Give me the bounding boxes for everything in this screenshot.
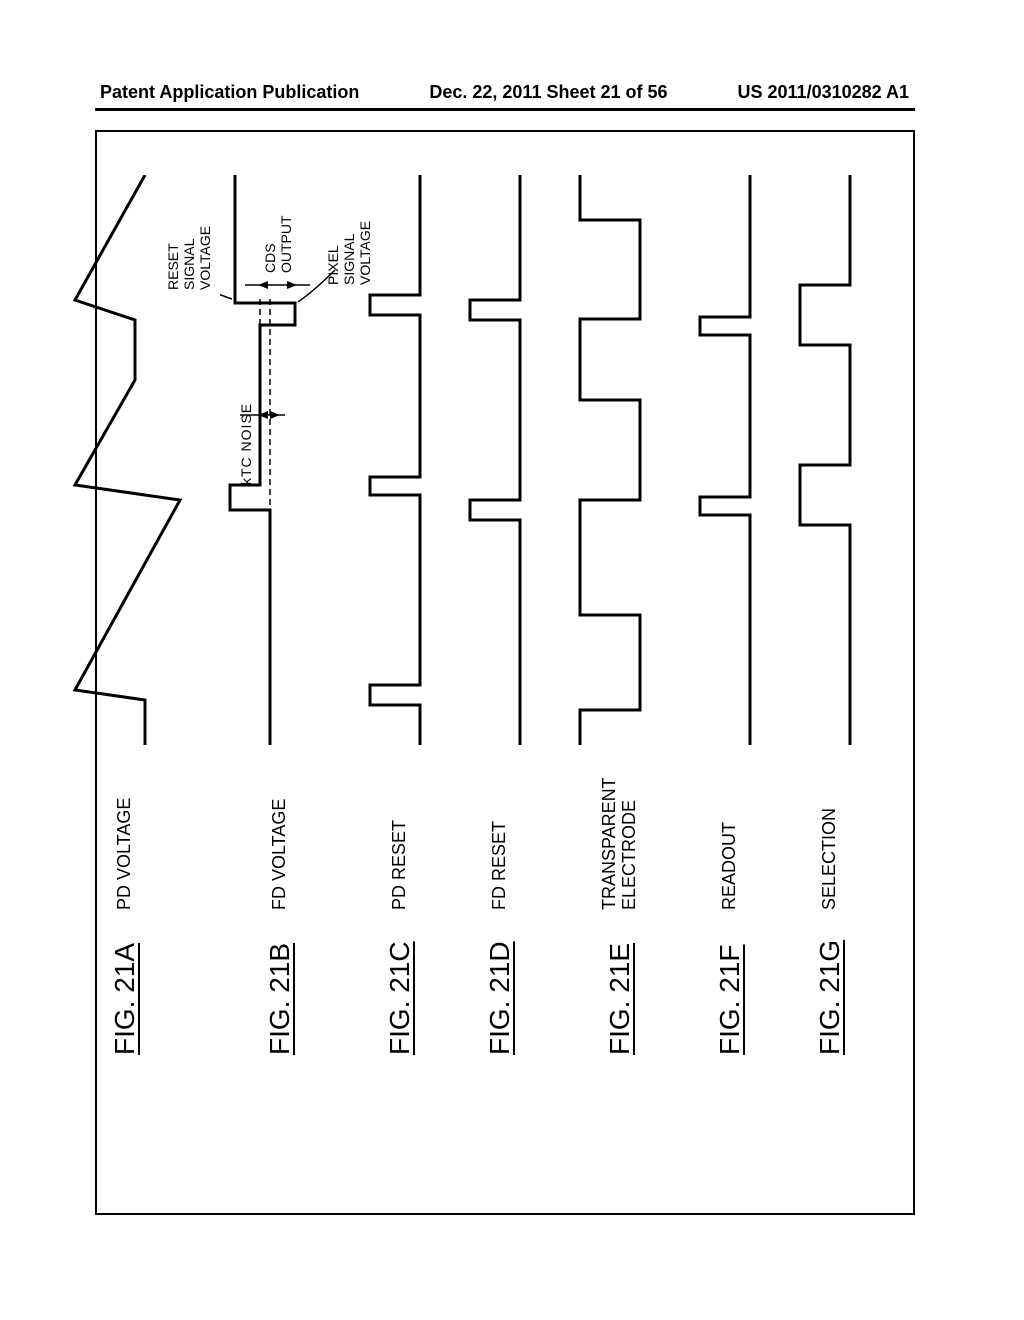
readout-svg [690,175,770,745]
fig-label-c: FIG. 21C [384,910,416,1055]
waveform-pd-voltage [50,295,200,745]
row-readout: FIG. 21F READOUT [690,295,770,1055]
header-left: Patent Application Publication [100,82,359,103]
waveform-fd-reset [460,295,540,745]
annotation-reset: RESET SIGNAL VOLTAGE [165,226,213,290]
waveform-pd-reset [360,295,440,745]
cds-arrow-down [287,281,297,289]
signal-label-fd-reset: FD RESET [490,745,510,910]
fig-label-a: FIG. 21A [109,910,141,1055]
fig-label-g: FIG. 21G [814,910,846,1055]
transparent-svg [570,175,670,745]
row-transparent: FIG. 21E TRANSPARENT ELECTRODE [570,295,670,1055]
waveform-transparent [570,295,670,745]
row-fd-voltage: FIG. 21B FD VOLTAGE [220,295,340,1055]
fig-label-e: FIG. 21E [604,910,636,1055]
waveform-selection [790,295,870,745]
waveform-readout [690,295,770,745]
reset-pointer [220,275,232,299]
ktc-arrow-down [270,411,280,419]
readout-line [700,175,750,745]
header-right: US 2011/0310282 A1 [738,82,909,103]
cds-arrow-up [258,281,268,289]
page-header: Patent Application Publication Dec. 22, … [0,82,1024,103]
signal-label-transparent: TRANSPARENT ELECTRODE [600,745,640,910]
annotation-ktc: kTC NOISE [238,403,254,485]
signal-label-pd-voltage: PD VOLTAGE [115,745,135,910]
waveform-fd-voltage: RESET SIGNAL VOLTAGE kTC NOISE CDS OUTPU… [220,295,340,745]
annotation-cds: CDS OUTPUT [262,215,294,273]
header-divider [95,108,915,111]
header-center: Dec. 22, 2011 Sheet 21 of 56 [429,82,667,103]
signal-label-readout: READOUT [720,745,740,910]
row-selection: FIG. 21G SELECTION [790,295,870,1055]
signal-label-selection: SELECTION [820,745,840,910]
selection-line [800,175,850,745]
transparent-line [580,175,640,745]
fig-label-b: FIG. 21B [264,910,296,1055]
pd-reset-svg [360,175,440,745]
row-pd-reset: FIG. 21C PD RESET [360,295,440,1055]
fig-label-d: FIG. 21D [484,910,516,1055]
row-fd-reset: FIG. 21D FD RESET [460,295,540,1055]
fd-reset-svg [460,175,540,745]
signal-label-fd-voltage: FD VOLTAGE [270,745,290,910]
signal-label-pd-reset: PD RESET [390,745,410,910]
fig-label-f: FIG. 21F [714,910,746,1055]
pd-reset-line [370,175,420,745]
timing-diagram: FIG. 21A PD VOLTAGE FIG. 21B FD VOLTAGE [50,295,1024,1055]
selection-svg [790,175,870,745]
fd-reset-line [470,175,520,745]
row-pd-voltage: FIG. 21A PD VOLTAGE [50,295,200,1055]
